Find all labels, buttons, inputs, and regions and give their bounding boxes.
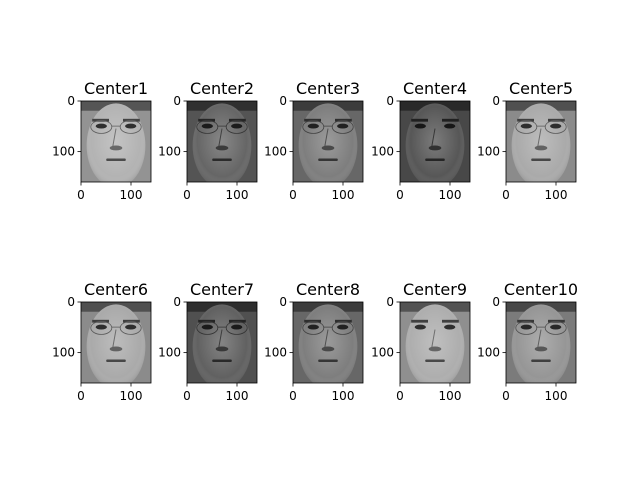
y-tick-label: 0: [492, 295, 500, 309]
y-tick-label: 0: [492, 94, 500, 108]
axes-frame: [505, 100, 577, 183]
y-tick-label: 100: [264, 346, 287, 360]
x-tick-label: 0: [77, 188, 85, 202]
subplot-title: Center10: [504, 280, 578, 299]
face-image: [293, 101, 363, 182]
subplot-title: Center4: [403, 79, 467, 98]
axes-frame: [80, 301, 152, 384]
face-image: [506, 101, 576, 182]
x-tick-label: 100: [439, 188, 462, 202]
y-tick-label: 0: [386, 94, 394, 108]
y-tick-label: 100: [52, 145, 75, 159]
subplot-title: Center3: [296, 79, 360, 98]
y-tick-label: 100: [477, 145, 500, 159]
axes-frame: [292, 100, 364, 183]
axes-frame: [399, 301, 471, 384]
y-tick-label: 0: [67, 295, 75, 309]
x-tick-label: 100: [120, 188, 143, 202]
subplot-4: Center4 0 100 0 100: [371, 79, 471, 202]
x-tick-label: 100: [439, 389, 462, 403]
face-image: [187, 302, 257, 383]
face-image: [293, 302, 363, 383]
subplot-title: Center6: [84, 280, 148, 299]
subplot-5: Center5 0 100 0 100: [477, 79, 577, 202]
x-tick-label: 0: [289, 389, 297, 403]
subplot-title: Center7: [190, 280, 254, 299]
y-tick-label: 0: [279, 94, 287, 108]
face-image: [506, 302, 576, 383]
x-tick-label: 0: [183, 188, 191, 202]
axes-frame: [80, 100, 152, 183]
axes-frame: [505, 301, 577, 384]
face-image: [81, 101, 151, 182]
x-tick-label: 0: [77, 389, 85, 403]
x-tick-label: 100: [226, 389, 249, 403]
subplot-2: Center2 0 100 0 100: [158, 79, 258, 202]
subplot-8: Center8 0 100 0 100: [264, 280, 364, 403]
y-tick-label: 100: [371, 145, 394, 159]
subplot-title: Center5: [509, 79, 573, 98]
y-tick-label: 0: [173, 94, 181, 108]
subplot-6: Center6 0 100 0 100: [52, 280, 152, 403]
subplot-title: Center2: [190, 79, 254, 98]
x-tick-label: 0: [183, 389, 191, 403]
x-tick-label: 0: [289, 188, 297, 202]
y-tick-label: 0: [67, 94, 75, 108]
x-tick-label: 0: [396, 188, 404, 202]
face-image: [81, 302, 151, 383]
subplot-10: Center10 0 100 0 100: [477, 280, 578, 403]
subplot-7: Center7 0 100 0 100: [158, 280, 258, 403]
y-tick-label: 100: [264, 145, 287, 159]
face-image: [400, 302, 470, 383]
y-tick-label: 100: [477, 346, 500, 360]
x-tick-label: 0: [396, 389, 404, 403]
y-tick-label: 100: [371, 346, 394, 360]
subplot-title: Center1: [84, 79, 148, 98]
subplot-9: Center9 0 100 0 100: [371, 280, 471, 403]
x-tick-label: 0: [502, 188, 510, 202]
x-tick-label: 100: [226, 188, 249, 202]
x-tick-label: 0: [502, 389, 510, 403]
subplot-1: Center1 0 100 0 100: [52, 79, 152, 202]
subplot-title: Center9: [403, 280, 467, 299]
axes-frame: [186, 301, 258, 384]
axes-frame: [292, 301, 364, 384]
face-image: [400, 101, 470, 182]
y-tick-label: 0: [173, 295, 181, 309]
face-image: [187, 101, 257, 182]
x-tick-label: 100: [545, 389, 568, 403]
x-tick-label: 100: [545, 188, 568, 202]
y-tick-label: 100: [158, 145, 181, 159]
y-tick-label: 100: [158, 346, 181, 360]
axes-frame: [399, 100, 471, 183]
subplot-3: Center3 0 100 0 100: [264, 79, 364, 202]
y-tick-label: 0: [386, 295, 394, 309]
y-tick-label: 100: [52, 346, 75, 360]
subplot-title: Center8: [296, 280, 360, 299]
y-tick-label: 0: [279, 295, 287, 309]
axes-frame: [186, 100, 258, 183]
x-tick-label: 100: [120, 389, 143, 403]
x-tick-label: 100: [332, 188, 355, 202]
x-tick-label: 100: [332, 389, 355, 403]
